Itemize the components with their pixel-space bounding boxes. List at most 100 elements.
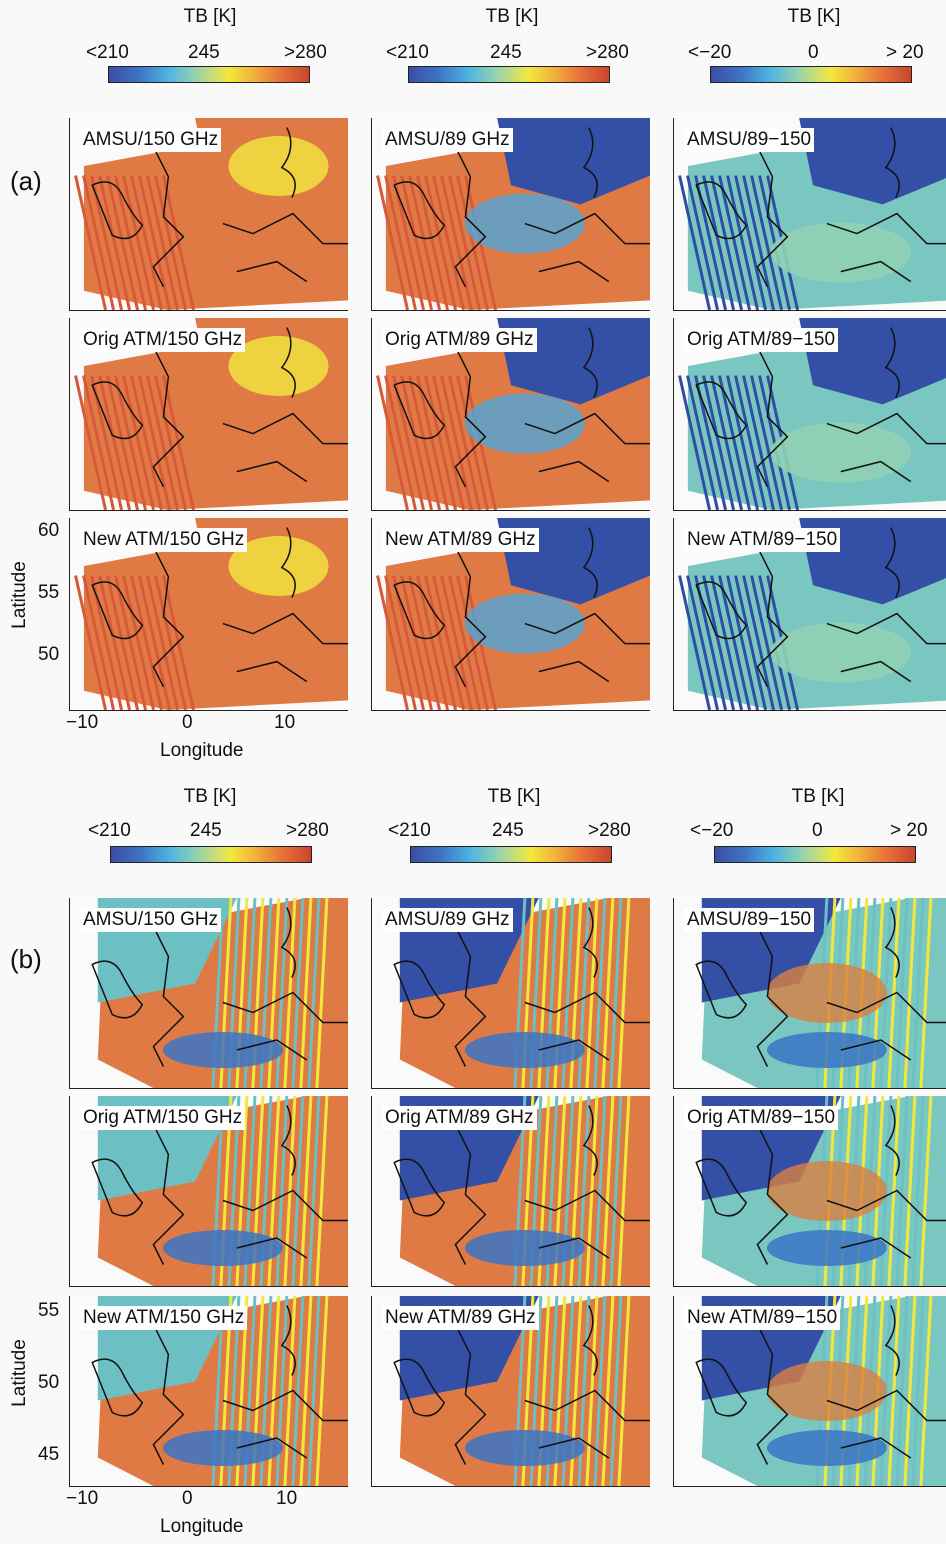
colorbar-gradient	[408, 66, 610, 83]
x-tick: −10	[66, 712, 99, 733]
x-tick: 10	[276, 1488, 298, 1509]
colorbar-title: TB [K]	[787, 6, 841, 27]
coastline-britain	[152, 546, 185, 688]
scan-line	[718, 375, 752, 510]
scan-line	[887, 1096, 901, 1286]
alps-patch	[766, 1032, 887, 1068]
alps-patch	[162, 1430, 283, 1466]
scan-line	[106, 375, 140, 510]
scan-line	[376, 375, 410, 510]
coastline-ireland	[91, 181, 144, 240]
colorbar-tick: >280	[286, 820, 329, 841]
coastline-ireland	[91, 581, 144, 640]
scan-line	[408, 175, 442, 310]
scan-line	[448, 175, 482, 310]
diff-patch	[770, 422, 911, 483]
scan-line	[283, 898, 297, 1088]
map-panel: New ATM/89−150	[673, 518, 946, 711]
scan-line	[283, 1296, 297, 1486]
map-image	[74, 118, 348, 310]
coastline-denmark	[582, 327, 598, 398]
scan-line	[291, 898, 305, 1088]
colorbar-gradient	[110, 846, 312, 863]
scan-line	[593, 1296, 607, 1486]
sea-area	[497, 118, 650, 205]
scan-line	[82, 175, 116, 310]
scan-line	[678, 375, 712, 510]
scan-line	[609, 1096, 623, 1286]
coastline-ireland	[695, 1158, 748, 1217]
yellow-patch	[228, 336, 329, 396]
scan-line	[678, 575, 712, 710]
scan-line	[456, 175, 490, 310]
country-borders	[222, 612, 348, 683]
scan-line	[456, 575, 490, 710]
map-panel: AMSU/89−150	[673, 898, 946, 1089]
scan-line	[432, 375, 466, 510]
map-panel: AMSU/89 GHz	[371, 118, 650, 311]
scan-line	[702, 575, 736, 710]
country-borders	[826, 1389, 946, 1459]
scan-line	[678, 175, 712, 310]
scan-line	[440, 375, 474, 510]
colorbar-tick: <−20	[690, 820, 734, 841]
panel-label: New ATM/89−150	[684, 528, 841, 552]
colorbar-title: TB [K]	[791, 786, 845, 807]
alps-patch	[162, 1230, 283, 1266]
scan-line	[432, 175, 466, 310]
scan-line	[376, 575, 410, 710]
scan-line	[585, 1296, 599, 1486]
coastline-denmark	[582, 907, 598, 978]
colorbar-tick: >280	[586, 42, 629, 63]
scan-line	[122, 375, 156, 510]
panel-label: Orig ATM/150 GHz	[80, 328, 246, 352]
alps-patch	[464, 1230, 585, 1266]
map-panel: Orig ATM/89 GHz	[371, 1096, 650, 1287]
scan-line	[424, 175, 458, 310]
coastline-denmark	[582, 127, 598, 198]
colorbar-tick: > 20	[890, 820, 928, 841]
scan-line	[593, 1096, 607, 1286]
scan-line	[74, 575, 108, 710]
colorbar-tick: <210	[88, 820, 131, 841]
scan-line	[122, 575, 156, 710]
scan-line	[291, 1096, 305, 1286]
scan-line	[617, 1096, 631, 1286]
colorbar-tick: 245	[490, 42, 522, 63]
map-image	[376, 318, 650, 510]
coastline-ireland	[393, 960, 446, 1019]
swath	[74, 118, 348, 310]
colorbar-title: TB [K]	[183, 786, 237, 807]
coastline-ireland	[393, 1358, 446, 1417]
colorbar-tick: <210	[388, 820, 431, 841]
map-panel: New ATM/150 GHz	[69, 518, 348, 711]
diff-patch	[766, 1161, 887, 1221]
y-axis-label: Latitude	[9, 1339, 30, 1407]
coastline-denmark	[280, 327, 296, 398]
scan-line	[82, 575, 116, 710]
scan-line	[106, 175, 140, 310]
panel-label: AMSU/150 GHz	[80, 128, 222, 152]
coastline-denmark	[884, 527, 900, 598]
scan-line	[291, 1296, 305, 1486]
scan-line	[919, 1096, 933, 1286]
coastline-ireland	[91, 960, 144, 1019]
scan-line	[750, 575, 784, 710]
coastline-denmark	[280, 907, 296, 978]
x-tick: −10	[66, 1488, 99, 1509]
panel-label: New ATM/89−150	[684, 1306, 841, 1330]
coastline-ireland	[393, 581, 446, 640]
country-borders	[826, 991, 946, 1061]
coastline-ireland	[695, 581, 748, 640]
scan-line	[98, 175, 132, 310]
map-image	[678, 118, 946, 310]
y-tick: 55	[38, 1300, 60, 1321]
scan-line	[154, 375, 188, 510]
panel-label: AMSU/89−150	[684, 128, 815, 152]
scan-line	[742, 175, 776, 310]
sea-area	[799, 118, 946, 205]
scan-line	[686, 575, 720, 710]
coastline-britain	[152, 1324, 185, 1465]
y-tick: 50	[38, 1372, 60, 1393]
scan-line	[718, 575, 752, 710]
